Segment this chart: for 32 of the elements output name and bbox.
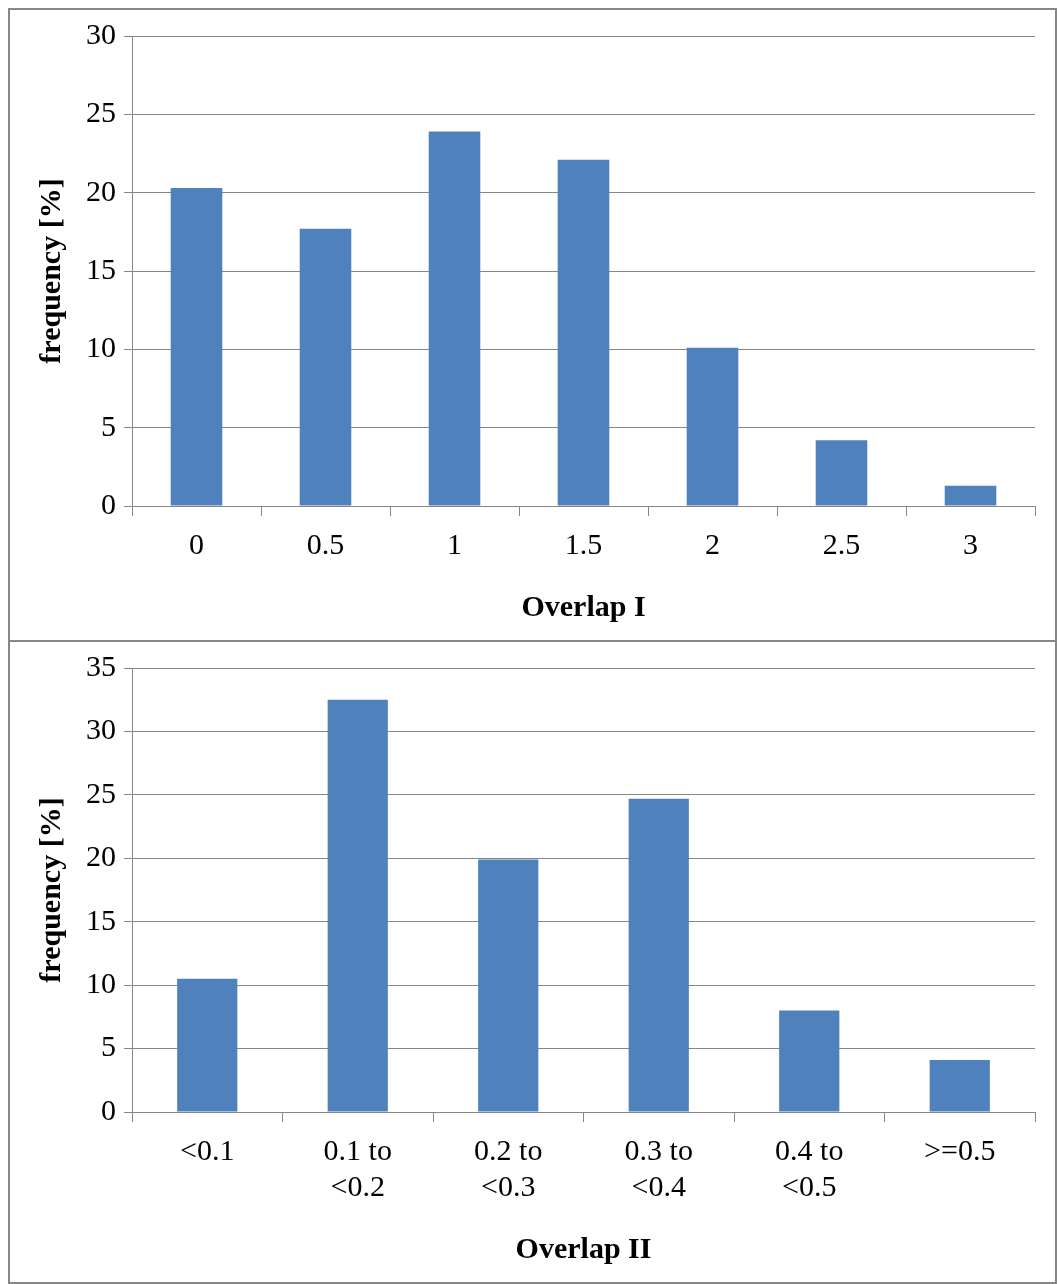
y-tick-label: 25 xyxy=(86,95,116,129)
x-tick-label: 0.5 xyxy=(306,526,345,560)
y-tick-label: 25 xyxy=(86,775,116,809)
x-tick-label: 0 xyxy=(189,526,204,560)
y-tick-label: 0 xyxy=(101,486,116,520)
x-axis-title: Overlap II xyxy=(515,1230,652,1264)
x-tick-label: 1.5 xyxy=(564,526,603,560)
x-tick-label: 0.4 to <0.5 xyxy=(775,1132,844,1202)
y-tick-label: 0 xyxy=(101,1092,116,1126)
y-axis-title: frequency [%] xyxy=(32,178,66,364)
y-tick-label: 30 xyxy=(86,16,116,50)
x-tick-label: 0.2 to <0.3 xyxy=(474,1132,543,1202)
y-tick-label: 15 xyxy=(86,251,116,285)
x-tick-label: 0.1 to <0.2 xyxy=(323,1132,392,1202)
x-axis-title: Overlap I xyxy=(521,588,646,622)
y-tick-label: 30 xyxy=(86,712,116,746)
x-tick-label: >=0.5 xyxy=(924,1132,996,1166)
y-axis-title: frequency [%] xyxy=(32,797,66,983)
y-tick-label: 5 xyxy=(101,1029,116,1063)
y-tick-label: 5 xyxy=(101,408,116,442)
x-tick-label: 3 xyxy=(963,526,978,560)
x-tick-label: 1 xyxy=(447,526,462,560)
x-tick-label: 0.3 to <0.4 xyxy=(624,1132,693,1202)
y-tick-label: 20 xyxy=(86,173,116,207)
y-tick-label: 35 xyxy=(86,648,116,682)
x-tick-label: 2 xyxy=(705,526,720,560)
y-tick-label: 20 xyxy=(86,839,116,873)
y-tick-label: 15 xyxy=(86,902,116,936)
x-tick-label: <0.1 xyxy=(180,1132,235,1166)
x-tick-label: 2.5 xyxy=(822,526,861,560)
y-tick-label: 10 xyxy=(86,966,116,1000)
y-tick-label: 10 xyxy=(86,330,116,364)
